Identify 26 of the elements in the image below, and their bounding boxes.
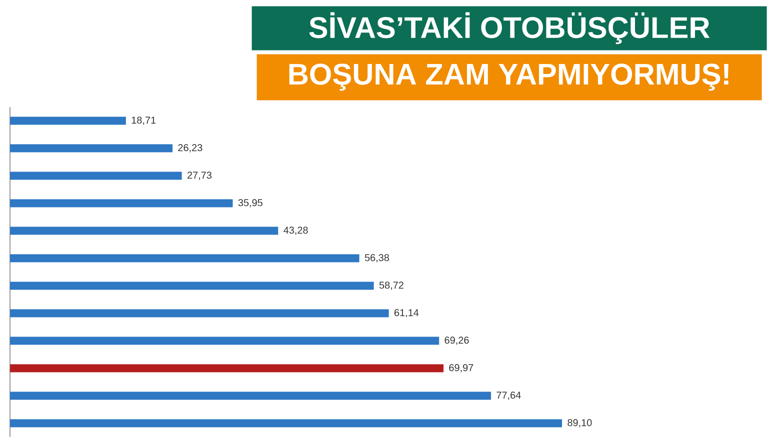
bar (10, 282, 374, 290)
chart-title: SİVAS’TAKİ OTOBÜSÇÜLER (309, 12, 710, 44)
data-label: 77,64 (496, 392, 521, 400)
bar (10, 172, 182, 180)
data-label: 58,72 (379, 282, 404, 290)
bar (10, 336, 440, 345)
bar (10, 419, 562, 428)
data-label: 69,97 (449, 364, 474, 372)
bar (10, 144, 173, 152)
bar (10, 392, 492, 400)
data-label: 69,26 (444, 336, 469, 345)
data-label: 35,95 (238, 199, 262, 208)
bar (10, 364, 444, 372)
bar (10, 309, 389, 318)
data-label: 18,71 (132, 116, 156, 125)
data-label: 26,23 (178, 144, 202, 152)
data-label: 89,10 (568, 419, 592, 428)
bar (10, 116, 126, 125)
bar (10, 254, 360, 262)
bar (10, 199, 233, 208)
data-label: 56,38 (364, 254, 389, 262)
data-label: 43,28 (284, 226, 308, 235)
data-label: 61,14 (394, 309, 419, 318)
chart-subtitle: BOŞUNA ZAM YAPMIYORMUŞ! (289, 64, 728, 91)
bar (10, 226, 278, 235)
data-label: 27,73 (187, 172, 212, 180)
